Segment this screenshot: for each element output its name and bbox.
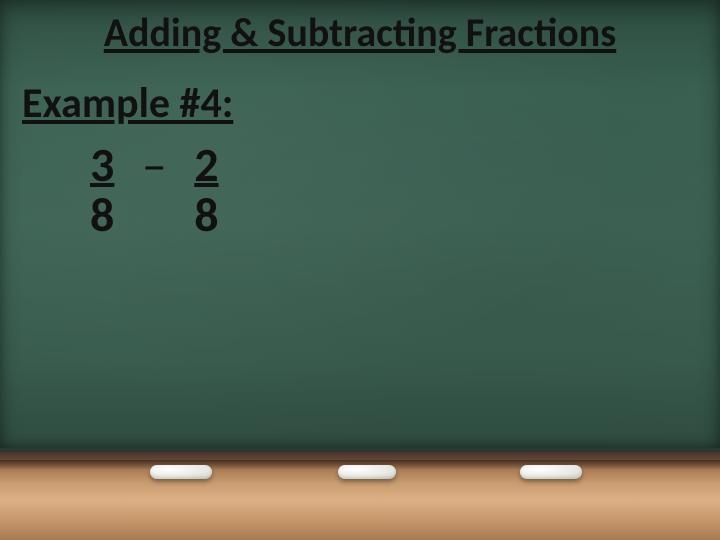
fraction-1-numerator: 3 (90, 140, 114, 190)
chalk-piece-icon (338, 465, 396, 479)
fraction-1: 3 8 (90, 140, 114, 241)
example-label: Example #4: (22, 78, 233, 129)
chalk-piece-icon (520, 465, 582, 479)
slide-title: Adding & Subtracting Fractions (0, 8, 720, 57)
chalk-piece-icon (150, 465, 212, 479)
slide: Adding & Subtracting Fractions Example #… (0, 0, 720, 540)
fraction-2-denominator: 8 (194, 190, 218, 240)
expression: 3 8 − 2 8 (90, 140, 219, 241)
fraction-2-numerator: 2 (194, 140, 218, 190)
fraction-2: 2 8 (194, 140, 218, 241)
fraction-1-denominator: 8 (90, 190, 114, 240)
operator-minus: − (142, 140, 166, 192)
